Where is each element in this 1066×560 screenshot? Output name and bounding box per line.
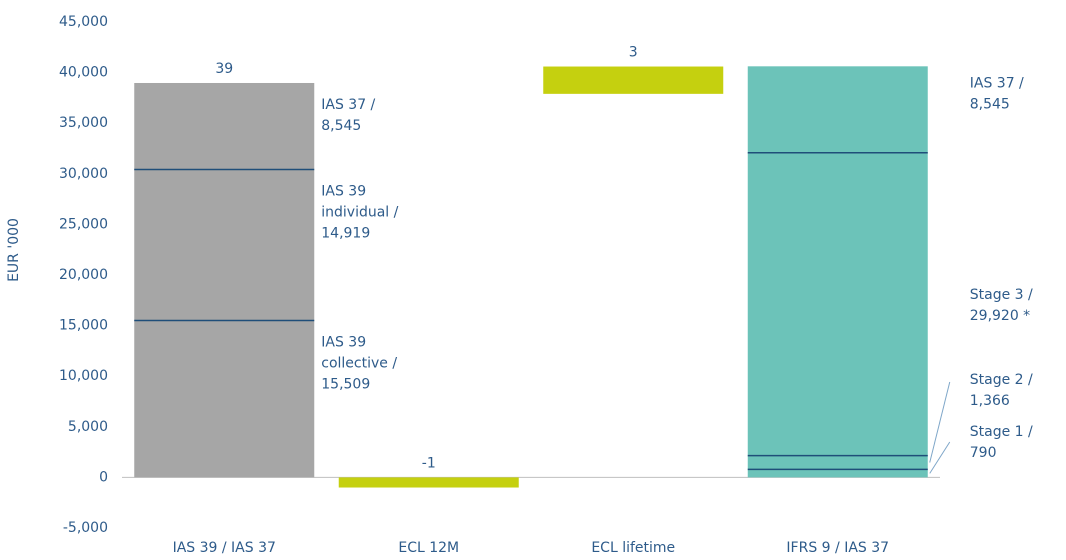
segment-value-label: 790 bbox=[970, 445, 997, 461]
segment-value-label: 15,509 bbox=[321, 376, 370, 392]
bar-segment bbox=[747, 455, 928, 470]
bar-total-label: 39 bbox=[215, 61, 233, 77]
y-tick-label: 15,000 bbox=[59, 318, 108, 334]
x-tick-label: ECL lifetime bbox=[591, 540, 675, 556]
y-tick-label: 20,000 bbox=[59, 267, 108, 283]
y-axis-title: EUR '000 bbox=[6, 218, 22, 282]
bar-total-label: 3 bbox=[629, 45, 638, 61]
segment-name: IAS 37 / bbox=[970, 75, 1024, 91]
segment-value-label: 14,919 bbox=[321, 225, 370, 241]
segment-name: collective / bbox=[321, 355, 397, 371]
segment-name: Stage 1 / bbox=[970, 424, 1033, 440]
bar-segment bbox=[134, 169, 315, 321]
x-tick-label: IFRS 9 / IAS 37 bbox=[786, 540, 889, 556]
segment-name: IAS 39 bbox=[321, 334, 366, 350]
bar-segment bbox=[134, 82, 315, 170]
segment-name: IAS 39 bbox=[321, 183, 366, 199]
bar-segment bbox=[134, 320, 315, 478]
y-tick-label: 45,000 bbox=[59, 14, 108, 30]
bar-segment bbox=[747, 469, 928, 478]
segment-value-label: 29,920 * bbox=[970, 308, 1030, 324]
segment-name: Stage 3 / bbox=[970, 287, 1033, 303]
segment-value-label: 8,545 bbox=[970, 96, 1010, 112]
bar-segment bbox=[543, 66, 724, 94]
x-tick-label: IAS 39 / IAS 37 bbox=[173, 540, 276, 556]
y-tick-label: 30,000 bbox=[59, 166, 108, 182]
segment-name: IAS 37 / bbox=[321, 97, 375, 113]
segment-name: Stage 2 / bbox=[970, 372, 1033, 388]
y-tick-label: 25,000 bbox=[59, 216, 108, 232]
segment-value-label: 1,366 bbox=[970, 393, 1010, 409]
y-tick-label: 5,000 bbox=[68, 419, 108, 435]
bar-total-label: -1 bbox=[422, 455, 436, 471]
x-tick-label: ECL 12M bbox=[398, 540, 459, 556]
leader-line bbox=[929, 381, 951, 463]
leader-line bbox=[929, 441, 951, 474]
y-tick-label: 0 bbox=[99, 469, 108, 485]
bar-segment bbox=[747, 66, 928, 153]
segment-value-label: 8,545 bbox=[321, 118, 361, 134]
y-tick-label: -5,000 bbox=[63, 520, 108, 536]
segment-name: individual / bbox=[321, 204, 398, 220]
y-tick-label: 35,000 bbox=[59, 115, 108, 131]
bar-segment bbox=[747, 152, 928, 456]
y-tick-label: 10,000 bbox=[59, 368, 108, 384]
bar-segment bbox=[338, 477, 519, 488]
y-tick-label: 40,000 bbox=[59, 65, 108, 81]
